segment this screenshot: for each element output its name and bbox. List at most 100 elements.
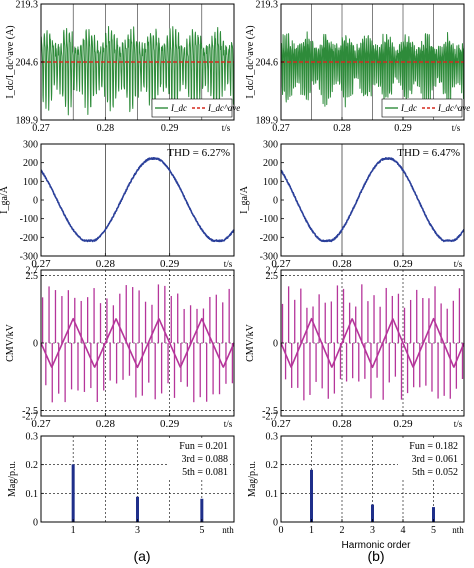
iga-trace bbox=[280, 157, 465, 243]
axes-frame bbox=[280, 143, 465, 257]
x-unit-label: t/s bbox=[222, 123, 231, 133]
y-axis-label: CMV/kV bbox=[5, 323, 16, 362]
chart-a1: 189.9 204.6 219.3 0.27 0.28 0.29 t/s I_dc/I_dc^… bbox=[5, 0, 240, 134]
cmv-triangle-trace bbox=[280, 317, 465, 369]
y-tick-label: 0 bbox=[33, 196, 38, 207]
x-tick-label: 0.29 bbox=[393, 258, 413, 270]
x-unit-label: nth bbox=[452, 525, 464, 535]
idc-trace bbox=[280, 31, 465, 108]
y-tick-label: -2.5 bbox=[262, 406, 278, 417]
axes-frame bbox=[280, 269, 465, 417]
harmonic-bar bbox=[136, 496, 139, 522]
y-tick-label: -200 bbox=[260, 233, 278, 244]
x-tick-label: 0.27 bbox=[271, 418, 291, 430]
harmonic-bar bbox=[71, 464, 75, 522]
chart-a2: -300 -200 -100 0 100 200 300 0.27 0.28 0.29 t/s I_g… bbox=[0, 140, 235, 270]
x-tick-label: 0.29 bbox=[160, 418, 180, 430]
x-tick-label: 0.29 bbox=[161, 123, 179, 134]
y-tick-label: 0 bbox=[273, 339, 278, 350]
chart-b1: 189.9 204.6 219.3 0.27 0.28 0.29 t/s I_dc/I_dc^… bbox=[245, 0, 470, 134]
y-tick-label: -300 bbox=[20, 252, 38, 263]
y-tick-label: 0.3 bbox=[266, 432, 279, 443]
cmv-triangle-trace bbox=[40, 317, 235, 369]
y-tick-label: -2.7 bbox=[22, 412, 38, 423]
harmonic-bar bbox=[200, 498, 204, 522]
caption-b: (b) bbox=[367, 548, 384, 564]
x-tick-label: 2 bbox=[340, 525, 345, 536]
x-tick-label: 5 bbox=[199, 525, 204, 536]
y-tick-label: 0.1 bbox=[266, 489, 279, 500]
y-tick-label: 0.3 bbox=[26, 432, 39, 443]
fun-line: 5th = 0.081 bbox=[182, 467, 228, 478]
y-tick-label: 189.9 bbox=[256, 116, 279, 127]
axes-frame bbox=[40, 143, 235, 257]
caption-a: (a) bbox=[133, 548, 150, 564]
x-unit-label: t/s bbox=[224, 259, 233, 269]
y-tick-label: 300 bbox=[263, 140, 278, 151]
y-tick-label: -2.7 bbox=[262, 412, 278, 423]
legend-avg-label: I_dc^ave bbox=[207, 103, 240, 113]
x-tick-label: 0.29 bbox=[394, 123, 412, 134]
thd-label: THD = 6.27% bbox=[167, 147, 230, 159]
y-axis-label: I_ga/A bbox=[0, 185, 10, 214]
chart-b4: 0 0.1 0.2 0.3 0 1 2 3 4 5 nth Mag/p.u. Fun = 0.182 3r… bbox=[247, 432, 465, 536]
y-tick-label: -300 bbox=[260, 252, 278, 263]
chart-b3: -2.7-2.5 0 2.52.7 0.27 0.28 0.29 t/s CMV/kV bbox=[245, 266, 465, 430]
x-tick-label: 1 bbox=[71, 525, 76, 536]
fun-box bbox=[398, 438, 460, 478]
y-tick-label: 2.5 bbox=[266, 271, 279, 282]
y-tick-label: 204.6 bbox=[16, 58, 39, 69]
harmonic-bar bbox=[371, 504, 374, 522]
y-axis-label: I_dc/I_dc^ave (A) bbox=[245, 25, 256, 98]
fun-line: Fun = 0.201 bbox=[179, 441, 228, 452]
legend-idc-label: I_dc bbox=[170, 103, 187, 113]
x-tick-label: 0.28 bbox=[333, 123, 351, 134]
x-tick-label: 0.29 bbox=[393, 418, 413, 430]
x-tick-label: 5 bbox=[431, 525, 436, 536]
x-tick-label: 0.28 bbox=[96, 418, 116, 430]
y-tick-label: -200 bbox=[20, 233, 38, 244]
fun-line: 3rd = 0.061 bbox=[412, 454, 458, 465]
y-axis-label: Mag/p.u. bbox=[247, 461, 258, 497]
thd-label: THD = 6.47% bbox=[397, 147, 460, 159]
y-tick-label: -100 bbox=[260, 214, 278, 225]
y-tick-label: 0.2 bbox=[26, 460, 39, 471]
chart-a4: 0 0.1 0.2 0.3 1 3 5 nth Mag/p.u. Fun = 0.201 3rd =… bbox=[7, 432, 235, 536]
fun-line: Fun = 0.182 bbox=[409, 441, 458, 452]
fun-box bbox=[168, 438, 230, 478]
y-tick-label: 300 bbox=[23, 140, 38, 151]
y-tick-label: 200 bbox=[23, 158, 38, 169]
x-tick-label: 0.28 bbox=[96, 258, 116, 270]
y-tick-label: 0.2 bbox=[266, 460, 279, 471]
x-unit-label: t/s bbox=[454, 259, 463, 269]
x-unit-label: t/s bbox=[452, 123, 461, 133]
fun-line: 5th = 0.052 bbox=[412, 467, 458, 478]
x-tick-label: 0.27 bbox=[272, 123, 290, 134]
x-unit-label: t/s bbox=[454, 419, 463, 429]
legend-idc-label: I_dc bbox=[400, 103, 417, 113]
y-tick-label: 200 bbox=[263, 158, 278, 169]
harmonic-bar bbox=[432, 507, 435, 522]
x-tick-label: 0.27 bbox=[271, 258, 291, 270]
legend-avg-label: I_dc^ave bbox=[437, 103, 470, 113]
y-tick-label: 0 bbox=[33, 339, 38, 350]
y-tick-label: 219.3 bbox=[16, 0, 39, 11]
x-unit-label: t/s bbox=[224, 419, 233, 429]
x-tick-label: 3 bbox=[135, 525, 140, 536]
y-tick-label: 2.7 bbox=[26, 266, 39, 277]
x-tick-label: 4 bbox=[401, 525, 406, 536]
x-tick-label: 0 bbox=[279, 525, 284, 536]
y-tick-label: 0 bbox=[273, 518, 278, 529]
y-tick-label: 204.6 bbox=[256, 58, 279, 69]
iga-trace bbox=[40, 157, 235, 243]
y-tick-label: 0 bbox=[273, 196, 278, 207]
y-axis-label: Mag/p.u. bbox=[7, 461, 18, 497]
y-axis-label: I_ga/A bbox=[239, 185, 250, 214]
y-tick-label: 0 bbox=[33, 518, 38, 529]
x-tick-label: 0.27 bbox=[31, 418, 51, 430]
x-tick-label: 1 bbox=[309, 525, 314, 536]
harmonic-bar bbox=[310, 469, 313, 522]
x-unit-label: nth bbox=[222, 525, 234, 535]
y-tick-label: -2.5 bbox=[22, 406, 38, 417]
